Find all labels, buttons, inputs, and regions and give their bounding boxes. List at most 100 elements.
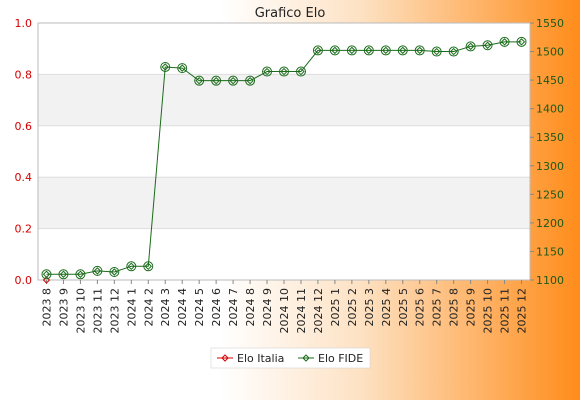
data-point-elo-fide <box>75 269 86 280</box>
data-marker-elo-fide <box>161 63 169 71</box>
data-point-elo-fide <box>58 269 69 280</box>
data-point-elo-fide <box>126 261 137 272</box>
data-point-elo-fide <box>516 36 527 47</box>
x-tick-label: 2025 3 <box>363 288 376 327</box>
data-marker-elo-fide <box>466 42 475 51</box>
data-marker-elo-fide <box>314 46 322 55</box>
grid-band <box>38 74 530 126</box>
data-marker-elo-fide <box>195 76 203 85</box>
data-marker-elo-fide <box>449 47 458 56</box>
data-marker-elo-fide <box>93 267 102 275</box>
data-marker-elo-fide <box>144 262 152 271</box>
x-tick-label: 2025 6 <box>414 288 427 327</box>
x-tick-label: 2024 9 <box>261 288 274 327</box>
legend-marker-elo-italia <box>221 354 229 362</box>
data-point-elo-fide <box>109 267 120 278</box>
series-line-elo-fide <box>46 41 522 275</box>
data-point-elo-fide <box>41 269 52 280</box>
x-tick-label: 2024 3 <box>159 288 172 327</box>
data-point-elo-fide <box>92 265 103 276</box>
data-point-elo-fide <box>346 45 357 56</box>
x-tick-label: 2025 1 <box>329 288 342 327</box>
x-tick-label: 2025 11 <box>499 288 512 334</box>
data-point-elo-fide <box>228 75 239 86</box>
x-tick-label: 2025 10 <box>482 288 495 334</box>
data-marker-elo-fide <box>382 46 390 55</box>
data-marker-elo-fide <box>500 38 509 46</box>
data-point-elo-fide <box>295 66 306 77</box>
data-marker-elo-italia <box>42 276 51 284</box>
data-marker-elo-fide <box>246 76 254 85</box>
x-tick-label: 2024 8 <box>244 288 257 327</box>
data-marker-elo-fide <box>212 76 220 85</box>
right-y-tick-label: 1550 <box>536 17 564 30</box>
right-y-tick-label: 1150 <box>536 245 564 258</box>
x-tick-label: 2023 10 <box>74 288 87 334</box>
x-tick-label: 2024 5 <box>193 288 206 327</box>
data-point-elo-fide <box>465 41 476 52</box>
data-marker-elo-fide <box>280 67 288 76</box>
data-marker-elo-fide <box>517 38 526 46</box>
data-point-elo-fide <box>160 61 171 72</box>
data-marker-elo-fide <box>348 46 356 55</box>
right-y-tick-label: 1300 <box>536 160 564 173</box>
x-tick-label: 2024 7 <box>227 288 240 327</box>
data-marker-elo-fide <box>432 47 441 56</box>
x-tick-label: 2023 12 <box>108 288 121 334</box>
left-y-tick-label: 1.0 <box>15 17 33 30</box>
legend-label-elo-fide: Elo FIDE <box>318 352 363 365</box>
data-point-elo-fide <box>363 45 374 56</box>
right-y-tick-label: 1350 <box>536 131 564 144</box>
x-tick-label: 2025 9 <box>465 288 478 327</box>
left-y-tick-label: 0.4 <box>15 171 33 184</box>
data-point-elo-fide <box>380 45 391 56</box>
data-point-elo-fide <box>211 75 222 86</box>
data-marker-elo-fide <box>365 46 373 55</box>
data-marker-elo-fide <box>483 41 492 49</box>
data-marker-elo-fide <box>110 268 119 276</box>
x-tick-label: 2024 11 <box>295 288 308 334</box>
data-marker-elo-fide <box>59 270 68 278</box>
x-tick-label: 2023 8 <box>40 288 53 327</box>
data-point-elo-fide <box>262 66 273 77</box>
right-y-axis: 1100 1150 1200 1250 1300 1350 1400 1450 1500 1550 <box>530 17 564 287</box>
series-layer <box>41 36 527 284</box>
x-tick-label: 2023 11 <box>91 288 104 334</box>
data-marker-elo-fide <box>178 64 186 72</box>
right-y-tick-label: 1200 <box>536 217 564 230</box>
legend-label-elo-italia: Elo Italia <box>237 352 284 365</box>
data-point-elo-fide <box>279 66 289 77</box>
right-y-tick-label: 1450 <box>536 74 564 87</box>
data-marker-elo-fide <box>263 67 271 76</box>
data-point-elo-fide <box>245 75 256 86</box>
legend: Elo Italia Elo FIDE <box>210 347 371 369</box>
left-y-tick-label: 0.0 <box>15 274 33 287</box>
data-marker-elo-fide <box>229 76 237 85</box>
data-point-elo-fide <box>482 40 493 51</box>
x-tick-label: 2024 4 <box>176 288 189 327</box>
grid-band <box>38 177 530 229</box>
left-y-tick-label: 0.2 <box>15 223 33 236</box>
data-point-elo-fide <box>329 45 340 56</box>
data-marker-elo-fide <box>76 270 85 278</box>
x-tick-label: 2025 8 <box>448 288 461 327</box>
data-marker-elo-fide <box>127 262 136 271</box>
data-point-elo-fide <box>397 45 408 56</box>
x-tick-label: 2024 1 <box>125 288 138 327</box>
right-y-tick-label: 1400 <box>536 103 564 116</box>
x-tick-label: 2024 6 <box>210 288 223 327</box>
x-tick-label: 2024 12 <box>312 288 325 334</box>
data-point-elo-fide <box>312 45 323 56</box>
legend-box <box>210 347 371 369</box>
data-point-elo-fide <box>414 45 425 56</box>
data-point-elo-fide <box>177 63 188 74</box>
x-tick-label: 2024 10 <box>278 288 291 334</box>
data-point-elo-fide <box>499 36 510 47</box>
left-y-tick-label: 0.8 <box>15 68 33 81</box>
x-tick-label: 2025 5 <box>397 288 410 327</box>
plot-background <box>38 23 530 280</box>
right-y-tick-label: 1100 <box>536 274 564 287</box>
plot-area <box>37 22 531 281</box>
legend-marker-elo-fide <box>302 354 310 362</box>
